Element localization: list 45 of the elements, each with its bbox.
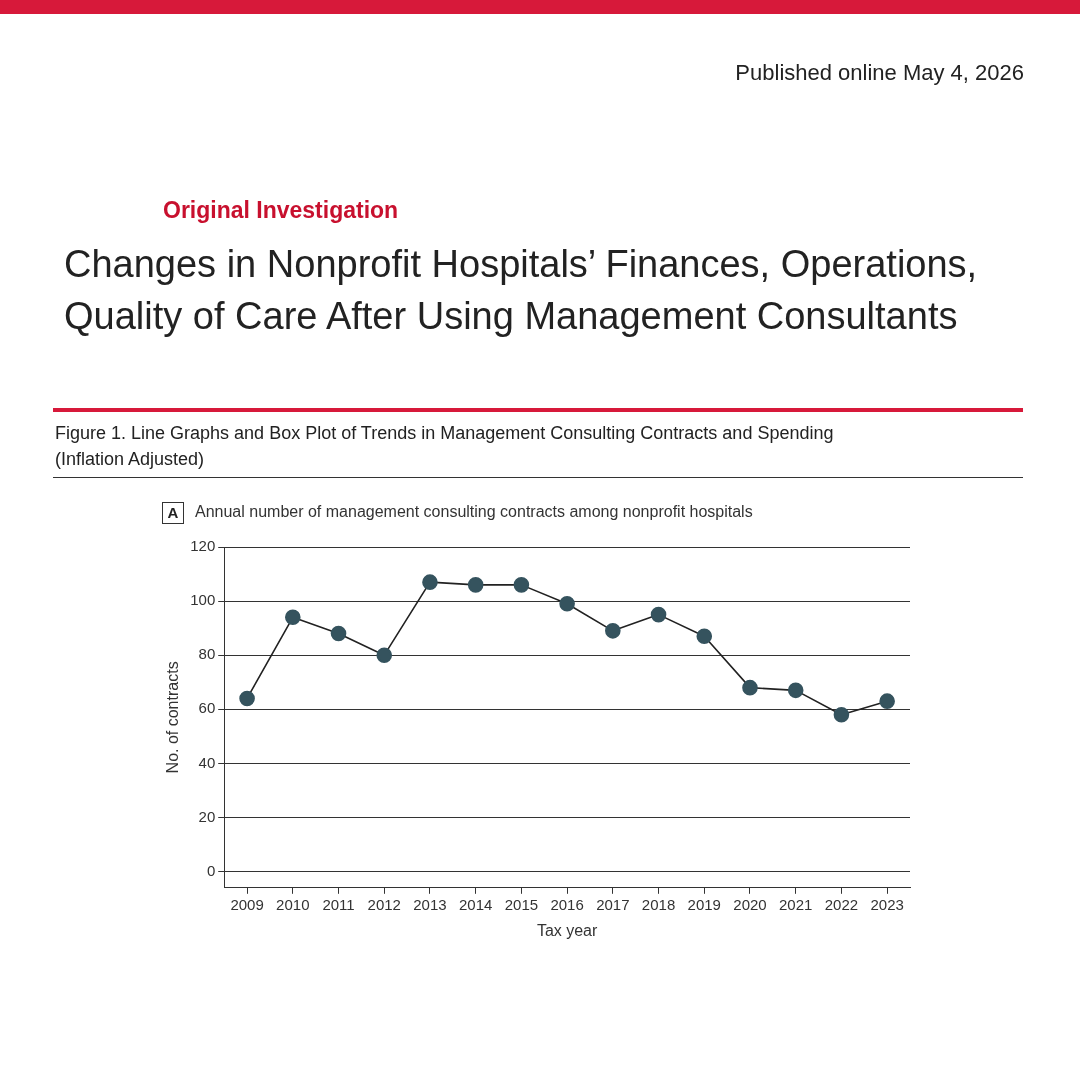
y-tick-label: 20 [198,807,216,825]
point [239,690,255,707]
point [742,679,758,696]
x-tick-label: 2021 [779,895,813,913]
x-tick-label: 2009 [230,895,264,913]
point [559,596,575,612]
x-tick-label: 2016 [550,895,584,913]
x-tick-label: 2013 [413,895,447,913]
point [696,628,713,645]
y-tick-label: 0 [206,861,216,879]
caption: Figure 1. Line Graphs and Box Plot of Trends in Management Consulting Contracts and Spending (Inflation Adjusted) [55,422,835,471]
x-tick-label: 2019 [687,895,721,913]
x-tick-label: 2014 [458,895,493,913]
point [879,693,895,709]
x-tick-label: 2018 [641,895,676,913]
point [833,706,850,723]
text: A [162,502,184,524]
point [650,606,667,623]
point [787,682,804,699]
y-axis-title: No. of contracts [164,661,182,774]
point [285,609,301,626]
x-tick-label: 2012 [367,895,401,913]
x-axis-title: Tax year [536,921,599,939]
point [513,577,530,593]
x-tick-label: 2023 [870,895,904,913]
y-tick-label: 100 [190,591,216,609]
point [605,623,621,639]
x-tick-label: 2017 [596,895,630,913]
chart-title: Annual number of management consulting contracts among nonprofit hospitals [195,503,753,521]
point [467,577,484,593]
point [422,574,438,590]
x-tick-label: 2020 [733,895,767,913]
y-tick-label: 40 [198,753,216,771]
x-tick-label: 2010 [276,895,310,913]
point [376,647,393,663]
y-tick-label: 60 [198,699,216,717]
x-tick-label: 2022 [824,895,859,913]
text: Changes in Nonprofit Hospitals’ Finances, Operations, Quality of Care After Using Management Consultants [64,242,979,339]
text: Published online May 4, 2026 [735,60,1024,86]
x-tick-label: 2011 [322,895,355,913]
x-tick-label: 2015 [504,895,539,913]
y-tick-label: 120 [190,537,216,555]
y-tick-label: 80 [198,645,216,663]
point [330,625,347,642]
text: Original Investigation [163,197,399,224]
